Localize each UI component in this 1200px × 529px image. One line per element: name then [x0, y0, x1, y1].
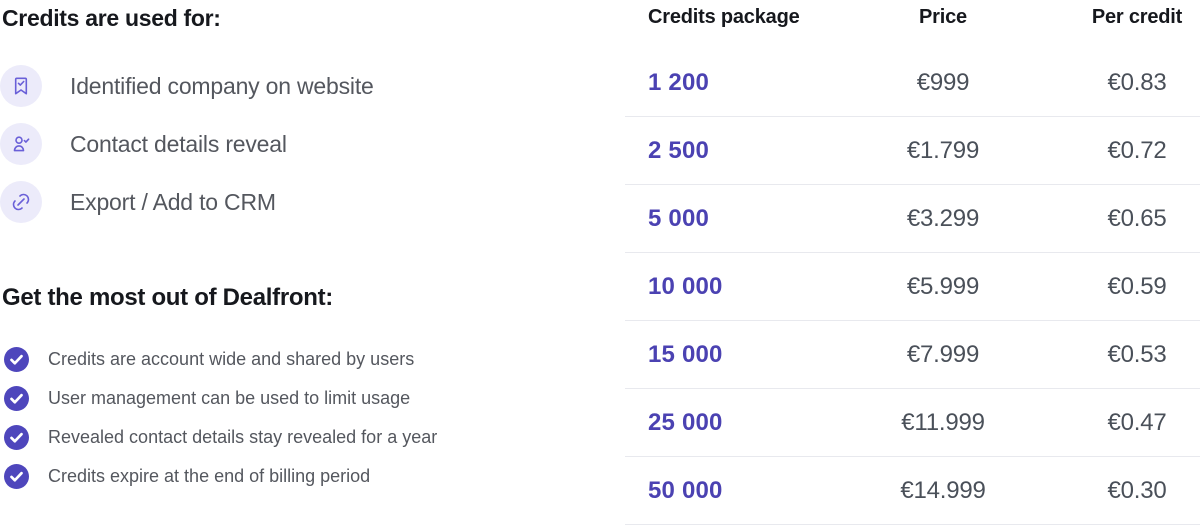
per-credit-cell: €0.72 [1107, 136, 1167, 164]
column-header-price: Price [919, 5, 967, 28]
usage-item: Export / Add to CRM [0, 181, 374, 223]
table-body: 1 200 €999 €0.83 2 500 €1.799 €0.72 5 00… [625, 49, 1200, 525]
package-link[interactable]: 5 000 [648, 204, 710, 232]
package-link[interactable]: 2 500 [648, 136, 710, 164]
table-header: Credits package Price Per credit [625, 0, 1200, 34]
usage-heading: Credits are used for: [2, 5, 221, 31]
credits-pricing-table: Credits package Price Per credit 1 200 €… [625, 0, 1200, 525]
column-header-per-credit: Per credit [1091, 5, 1183, 28]
usage-item-label: Export / Add to CRM [70, 188, 276, 215]
price-cell: €999 [916, 68, 970, 96]
benefits-heading: Get the most out of Dealfront: [2, 284, 333, 311]
per-credit-cell: €0.30 [1107, 476, 1167, 504]
package-link[interactable]: 50 000 [648, 476, 723, 504]
usage-item: Identified company on website [0, 65, 374, 107]
per-credit-cell: €0.47 [1107, 408, 1167, 436]
per-credit-cell: €0.53 [1107, 340, 1167, 368]
usage-item-label: Identified company on website [70, 72, 374, 99]
benefit-label: Credits expire at the end of billing per… [48, 466, 371, 486]
price-cell: €1.799 [906, 136, 980, 164]
per-credit-cell: €0.65 [1107, 204, 1167, 232]
table-row: 25 000 €11.999 €0.47 [625, 389, 1200, 457]
benefit-item: User management can be used to limit usa… [4, 386, 437, 411]
table-row: 5 000 €3.299 €0.65 [625, 185, 1200, 253]
price-cell: €14.999 [900, 476, 986, 504]
usage-item: Contact details reveal [0, 123, 374, 165]
benefit-item: Credits expire at the end of billing per… [4, 464, 437, 489]
check-circle-icon [4, 464, 29, 489]
check-circle-icon [4, 425, 29, 450]
table-row: 2 500 €1.799 €0.72 [625, 117, 1200, 185]
price-cell: €7.999 [906, 340, 980, 368]
package-link[interactable]: 25 000 [648, 408, 723, 436]
per-credit-cell: €0.83 [1107, 68, 1167, 96]
package-link[interactable]: 1 200 [648, 68, 710, 96]
usage-list: Identified company on website Contact de… [0, 65, 374, 239]
table-row: 1 200 €999 €0.83 [625, 49, 1200, 117]
benefit-label: User management can be used to limit usa… [48, 388, 411, 408]
benefit-item: Credits are account wide and shared by u… [4, 347, 437, 372]
benefits-list: Credits are account wide and shared by u… [4, 347, 437, 503]
benefit-label: Credits are account wide and shared by u… [48, 349, 415, 369]
check-circle-icon [4, 386, 29, 411]
per-credit-cell: €0.59 [1107, 272, 1167, 300]
column-header-credits-package: Credits package [648, 5, 800, 28]
usage-item-label: Contact details reveal [70, 130, 287, 157]
check-circle-icon [4, 347, 29, 372]
price-cell: €5.999 [906, 272, 980, 300]
bookmark-check-icon [0, 65, 42, 107]
package-link[interactable]: 10 000 [648, 272, 723, 300]
price-cell: €3.299 [906, 204, 980, 232]
price-cell: €11.999 [901, 408, 985, 436]
package-link[interactable]: 15 000 [648, 340, 723, 368]
user-check-icon [0, 123, 42, 165]
benefit-item: Revealed contact details stay revealed f… [4, 425, 437, 450]
benefit-label: Revealed contact details stay revealed f… [48, 427, 438, 447]
link-icon [0, 181, 42, 223]
table-row: 15 000 €7.999 €0.53 [625, 321, 1200, 389]
table-row: 50 000 €14.999 €0.30 [625, 457, 1200, 525]
table-row: 10 000 €5.999 €0.59 [625, 253, 1200, 321]
